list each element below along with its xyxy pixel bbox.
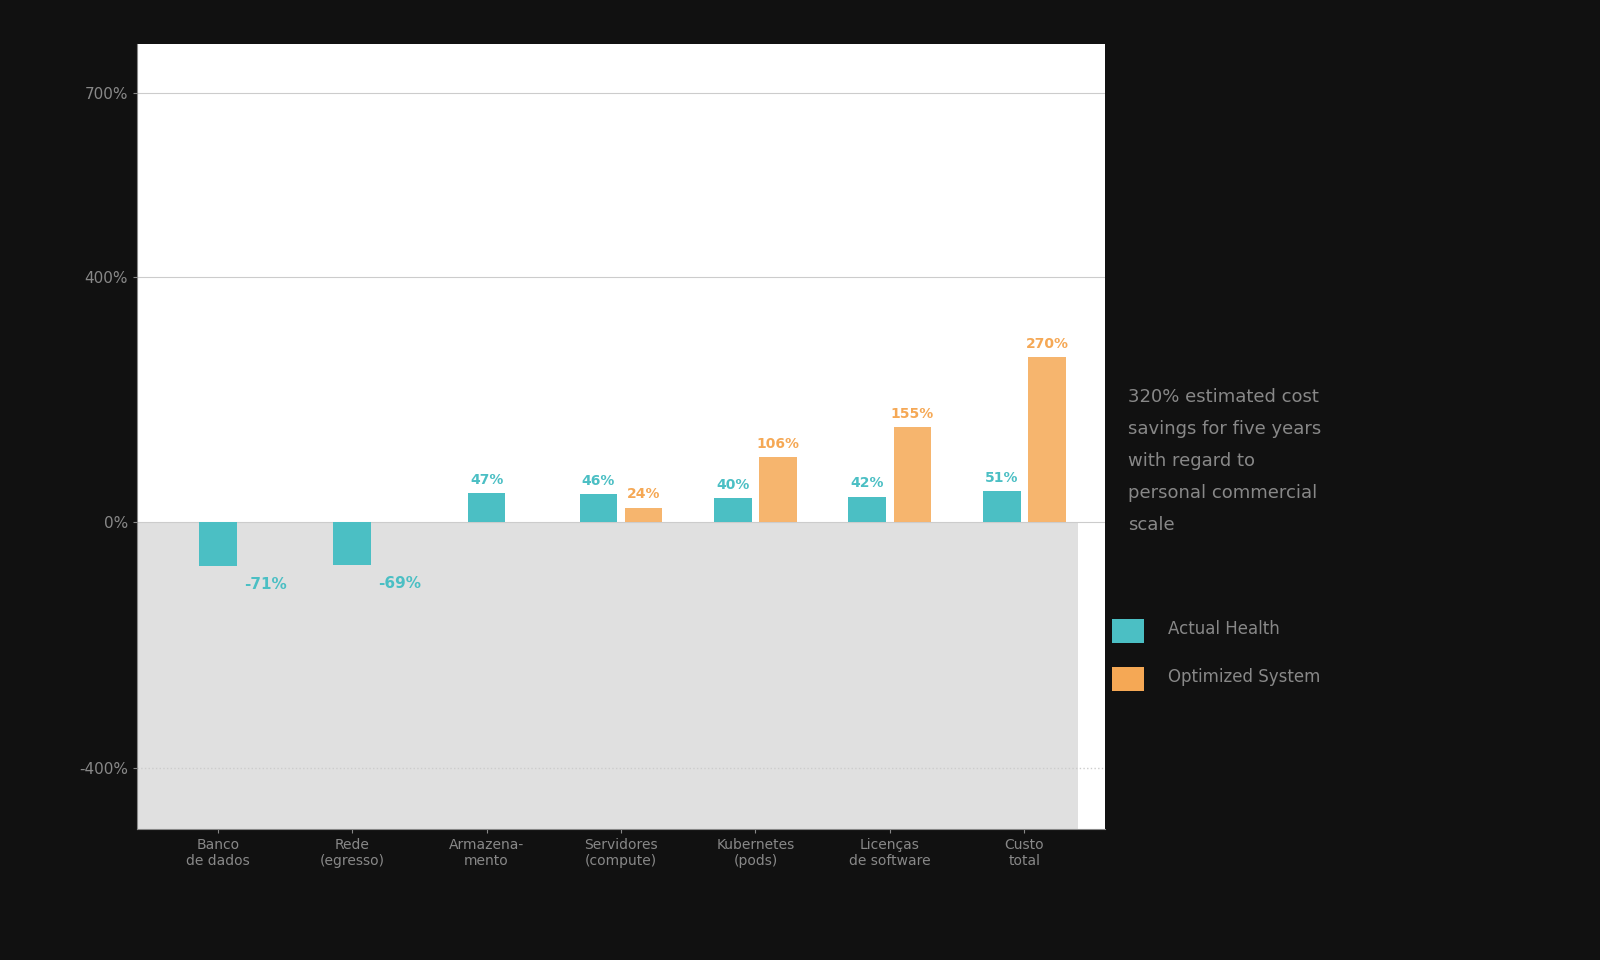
Bar (198, 522, 237, 565)
Text: 40%: 40% (717, 477, 749, 492)
Bar (467, 493, 506, 522)
Text: -71%: -71% (245, 577, 286, 592)
Bar (982, 491, 1021, 522)
Bar (848, 496, 886, 522)
Bar (624, 508, 662, 522)
Text: Actual Health: Actual Health (1168, 620, 1280, 637)
Text: 155%: 155% (891, 407, 934, 421)
Bar (1029, 357, 1066, 522)
Bar (579, 494, 618, 522)
Text: 42%: 42% (851, 476, 885, 491)
Text: 47%: 47% (470, 473, 504, 488)
Bar (760, 457, 797, 522)
Bar (714, 497, 752, 522)
Text: -69%: -69% (379, 576, 421, 590)
Text: 270%: 270% (1026, 337, 1069, 350)
Bar (138, 522, 1078, 829)
Text: 51%: 51% (986, 470, 1019, 485)
Text: 24%: 24% (627, 488, 661, 501)
Bar (894, 427, 931, 522)
Text: 320% estimated cost
savings for five years
with regard to
personal commercial
sc: 320% estimated cost savings for five yea… (1128, 388, 1322, 534)
Text: 106%: 106% (757, 437, 800, 451)
Bar (333, 522, 371, 564)
Text: Optimized System: Optimized System (1168, 668, 1320, 685)
Text: 46%: 46% (582, 474, 614, 488)
